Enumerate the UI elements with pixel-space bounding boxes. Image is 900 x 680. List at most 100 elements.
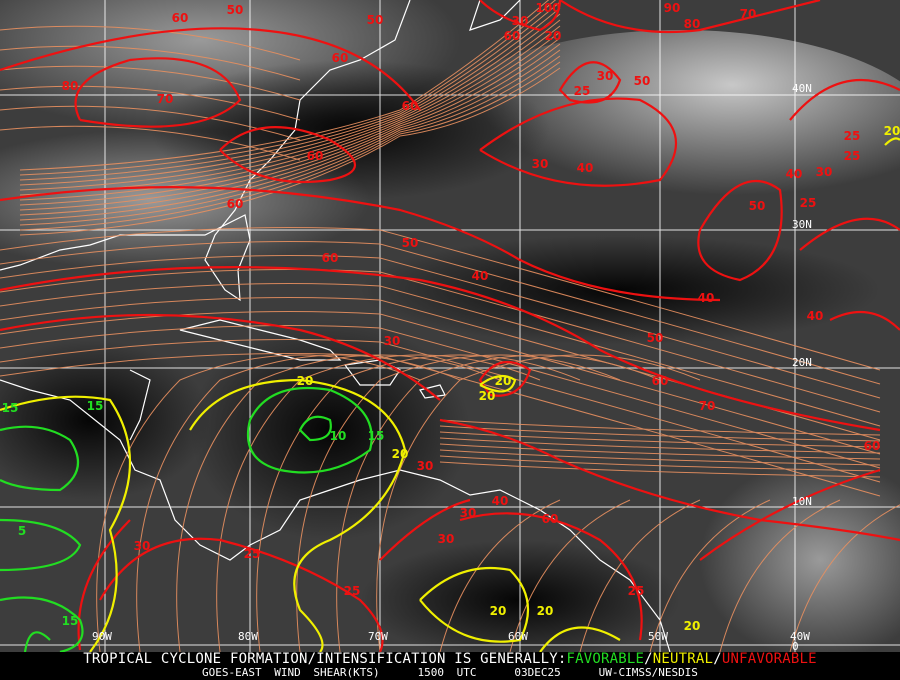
contour-label: 20	[884, 124, 900, 138]
grid-labels: 90W 80W 70W 60W 50W 40W 40N 30N 20N 10N …	[92, 82, 812, 652]
streamline	[0, 85, 301, 121]
contour-label: 50	[367, 13, 384, 27]
footer: TROPICAL CYCLONE FORMATION/INTENSIFICATI…	[0, 652, 900, 680]
contour-label: 60	[172, 11, 189, 25]
contour-label: 20	[684, 619, 701, 633]
lat-label: 30N	[792, 218, 812, 231]
streamline	[0, 325, 881, 469]
streamline	[439, 443, 881, 460]
streamline	[439, 437, 881, 454]
streamline	[0, 269, 881, 413]
contour-label: 60	[402, 99, 419, 113]
streamline	[439, 419, 881, 436]
streamline	[439, 461, 881, 478]
date: 03DEC25	[514, 666, 561, 679]
streamline	[0, 311, 881, 455]
contour-label: 60	[864, 439, 881, 453]
streamline	[0, 283, 881, 427]
contour-label: 5	[18, 524, 26, 538]
streamline	[0, 25, 301, 61]
contour-label: 25	[844, 129, 861, 143]
contour-label: 25	[244, 547, 261, 561]
lon-label: 50W	[648, 630, 668, 643]
streamline	[509, 499, 631, 652]
streamline	[19, 43, 561, 216]
contour-label: 70	[740, 7, 757, 21]
streamline	[19, 37, 561, 211]
streamline	[0, 227, 881, 371]
streamline	[0, 353, 881, 497]
contour-label: 30	[384, 334, 401, 348]
source: GOES-EAST WIND SHEAR(KTS)	[202, 666, 380, 679]
streamline	[0, 125, 301, 161]
streamline	[0, 45, 301, 81]
separator: /	[713, 651, 722, 667]
contour-label: 40	[472, 269, 489, 283]
contour-label: 20	[495, 374, 512, 388]
streamline	[439, 425, 881, 442]
satellite-imagery	[0, 0, 900, 652]
contour-label: 80	[62, 79, 79, 93]
contour-label: 20	[479, 389, 496, 403]
contour-label: 25	[574, 84, 591, 98]
lat-label: 0	[792, 640, 799, 652]
streamline	[439, 449, 881, 466]
streamline	[336, 354, 661, 652]
contour-label: 100	[535, 1, 560, 15]
contour-label: 50	[749, 199, 766, 213]
streamline	[439, 431, 881, 448]
contour-label: 90	[664, 1, 681, 15]
contour-label: 60	[652, 374, 669, 388]
contour-label: 50	[402, 236, 419, 250]
contour-label: 25	[800, 196, 817, 210]
contour-label: 50	[634, 74, 651, 88]
contour-label: 30	[512, 14, 529, 28]
streamline	[719, 499, 841, 652]
lon-label: 60W	[508, 630, 528, 643]
contour-label: 15	[87, 399, 104, 413]
contour-label: 80	[684, 17, 701, 31]
lon-label: 90W	[92, 630, 112, 643]
contour-label: 70	[157, 92, 174, 106]
contour-label: 25	[344, 584, 361, 598]
contour-label: 60	[227, 197, 244, 211]
streamline	[579, 499, 701, 652]
streamline	[19, 19, 561, 196]
shear-contours	[0, 0, 900, 652]
headline: TROPICAL CYCLONE FORMATION/INTENSIFICATI…	[0, 652, 900, 667]
streamline	[439, 455, 881, 472]
neutral-label: NEUTRAL	[652, 651, 714, 667]
contour-label: 70	[699, 399, 716, 413]
contour-label: 20	[297, 374, 314, 388]
streamline	[789, 504, 900, 652]
credit: UW-CIMSS/NESDIS	[598, 666, 698, 679]
contour-label: 15	[62, 614, 79, 628]
product-info: GOES-EAST WIND SHEAR(KTS) 1500 UTC 03DEC…	[0, 667, 900, 679]
contour-label: 30	[597, 69, 614, 83]
streamline	[19, 25, 561, 201]
streamline	[376, 354, 701, 652]
streamline	[0, 241, 881, 385]
streamline	[19, 0, 550, 171]
contour-label: 30	[816, 165, 833, 179]
streamline	[19, 31, 561, 206]
contour-label: 30	[532, 157, 549, 171]
streamline	[19, 67, 561, 236]
contour-label: 30	[438, 532, 455, 546]
streamline	[19, 1, 561, 181]
contour-label: 20	[537, 604, 554, 618]
contour-label: 50	[647, 331, 664, 345]
contour-label: 30	[134, 539, 151, 553]
contour-label: 10	[330, 429, 347, 443]
contour-label: 40	[698, 291, 715, 305]
contour-label: 15	[2, 401, 19, 415]
contour-label: 60	[504, 29, 521, 43]
lat-label: 10N	[792, 495, 812, 508]
separator: /	[644, 651, 653, 667]
coastlines	[0, 0, 671, 652]
contour-label: 15	[368, 429, 385, 443]
streamline	[0, 255, 881, 399]
